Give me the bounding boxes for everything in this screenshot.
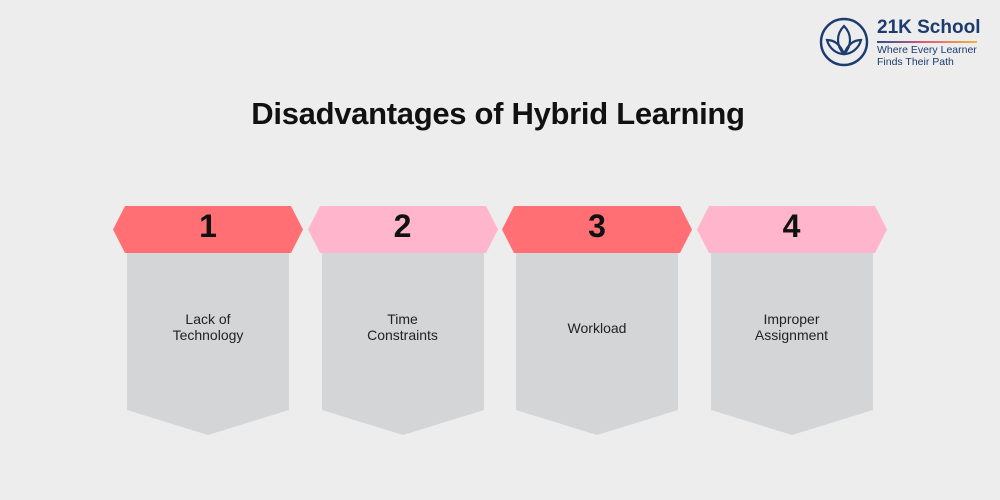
card-label: Time Constraints xyxy=(322,311,484,343)
card-number: 4 xyxy=(782,208,801,244)
label-line: Workload xyxy=(567,320,627,336)
card-label: Workload xyxy=(516,320,678,336)
card-number: 2 xyxy=(393,208,412,244)
logo-underline xyxy=(877,41,977,43)
number-banner xyxy=(696,206,887,253)
label-line: Time xyxy=(387,311,418,327)
card-number: 3 xyxy=(588,208,606,244)
label-line: Assignment xyxy=(754,327,829,343)
tagline-line-2: Finds Their Path xyxy=(877,56,954,68)
card-shape xyxy=(696,206,887,435)
label-line: Constraints xyxy=(367,327,438,343)
logo: 21K School Where Every Learner Finds The… xyxy=(818,16,988,72)
card-number: 1 xyxy=(199,208,217,244)
logo-name: 21K School xyxy=(877,17,981,38)
number-banner xyxy=(113,206,303,253)
disadvantage-card: 2 Time Constraints xyxy=(307,206,498,438)
disadvantage-card: 3 Workload xyxy=(502,206,692,438)
label-line: Improper xyxy=(763,311,820,327)
card-shape xyxy=(502,206,692,435)
number-banner xyxy=(502,206,692,253)
card-label: Improper Assignment xyxy=(711,311,873,343)
lotus-logo-icon xyxy=(819,17,869,67)
card-label: Lack of Technology xyxy=(127,311,289,343)
tagline-line-1: Where Every Learner xyxy=(877,44,977,56)
page-title: Disadvantages of Hybrid Learning xyxy=(251,96,745,131)
logo-tagline: Where Every Learner Finds Their Path xyxy=(877,44,977,68)
card-body xyxy=(127,253,289,435)
card-body xyxy=(321,253,484,435)
card-body xyxy=(516,253,678,435)
card-body xyxy=(710,253,873,435)
label-line: Technology xyxy=(172,327,244,343)
disadvantage-card: 4 Improper Assignment xyxy=(696,206,887,438)
card-shape xyxy=(307,206,498,435)
label-line: Lack of xyxy=(185,311,231,327)
card-shape xyxy=(113,206,303,435)
number-banner xyxy=(307,206,498,253)
disadvantage-card: 1 Lack of Technology xyxy=(113,206,303,438)
